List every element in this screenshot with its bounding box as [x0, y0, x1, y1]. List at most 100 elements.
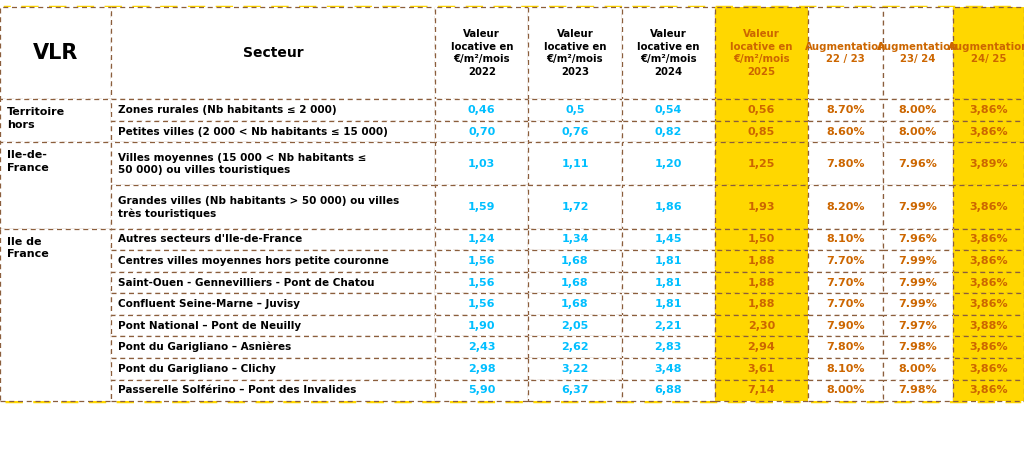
Bar [622, 143, 715, 185]
Text: 3,86%: 3,86% [970, 256, 1008, 266]
Bar [808, 358, 883, 380]
Text: 3,86%: 3,86% [970, 364, 1008, 374]
Bar [808, 272, 883, 293]
Text: Valeur
locative en
€/m²/mois
2022: Valeur locative en €/m²/mois 2022 [451, 29, 513, 77]
Bar [883, 185, 953, 229]
Text: 1,81: 1,81 [654, 277, 682, 287]
Text: 1,88: 1,88 [748, 277, 775, 287]
Bar [111, 315, 435, 336]
Bar [111, 293, 435, 315]
Bar [715, 250, 808, 272]
Bar [953, 7, 1024, 99]
Bar [953, 336, 1024, 358]
Bar [528, 272, 622, 293]
Text: Petites villes (2 000 < Nb habitants ≤ 15 000): Petites villes (2 000 < Nb habitants ≤ 1… [118, 127, 388, 137]
Text: 7.70%: 7.70% [826, 299, 864, 309]
Bar [715, 250, 808, 272]
Text: 2,30: 2,30 [748, 321, 775, 331]
Bar [111, 143, 435, 185]
Bar [528, 380, 622, 401]
Bar [808, 143, 883, 185]
Bar [715, 143, 808, 185]
Text: 0,70: 0,70 [468, 127, 496, 137]
Bar [435, 272, 528, 293]
Bar [0, 99, 111, 143]
Text: 1,50: 1,50 [748, 235, 775, 244]
Bar [622, 185, 715, 229]
Text: 2,21: 2,21 [654, 321, 682, 331]
Bar [808, 185, 883, 229]
Bar [435, 315, 528, 336]
Text: 1,59: 1,59 [468, 202, 496, 212]
Bar [883, 293, 953, 315]
Bar [883, 358, 953, 380]
Bar [435, 143, 528, 185]
Bar [111, 185, 435, 229]
Text: Ile de
France: Ile de France [7, 237, 49, 259]
Text: Pont du Garigliano – Clichy: Pont du Garigliano – Clichy [118, 364, 275, 374]
Text: Valeur
locative en
€/m²/mois
2023: Valeur locative en €/m²/mois 2023 [544, 29, 606, 77]
Bar [953, 358, 1024, 380]
Text: 1,86: 1,86 [654, 202, 682, 212]
Text: 1,90: 1,90 [468, 321, 496, 331]
Text: 7.97%: 7.97% [899, 321, 937, 331]
Bar [715, 7, 808, 99]
Text: 1,25: 1,25 [748, 159, 775, 169]
Text: 3,86%: 3,86% [970, 105, 1008, 115]
Bar [953, 272, 1024, 293]
Bar [111, 380, 435, 401]
Text: 7.70%: 7.70% [826, 256, 864, 266]
Text: 3,86%: 3,86% [970, 299, 1008, 309]
Text: 1,56: 1,56 [468, 299, 496, 309]
Text: 6,88: 6,88 [654, 385, 682, 396]
Bar [715, 380, 808, 401]
Text: 3,48: 3,48 [654, 364, 682, 374]
Text: 0,46: 0,46 [468, 105, 496, 115]
Bar [715, 358, 808, 380]
Bar [622, 380, 715, 401]
Bar [111, 380, 435, 401]
Bar [715, 185, 808, 229]
Bar [111, 336, 435, 358]
Bar [883, 229, 953, 250]
Bar [528, 293, 622, 315]
Text: 2,94: 2,94 [748, 342, 775, 352]
Text: Confluent Seine-Marne – Juvisy: Confluent Seine-Marne – Juvisy [118, 299, 300, 309]
Bar [953, 7, 1024, 99]
Bar [953, 293, 1024, 315]
Bar [435, 185, 528, 229]
Bar [715, 99, 808, 121]
Text: 8.20%: 8.20% [826, 202, 864, 212]
Text: 8.00%: 8.00% [899, 127, 937, 137]
Text: 2,83: 2,83 [654, 342, 682, 352]
Bar [622, 293, 715, 315]
Text: 8.00%: 8.00% [826, 385, 864, 396]
Bar [435, 293, 528, 315]
Bar [715, 272, 808, 293]
Bar [435, 99, 528, 121]
Bar [528, 336, 622, 358]
Text: 0,54: 0,54 [654, 105, 682, 115]
Text: 0,85: 0,85 [748, 127, 775, 137]
Bar [111, 315, 435, 336]
Bar [883, 358, 953, 380]
Bar [622, 293, 715, 315]
Bar [953, 315, 1024, 336]
Bar [953, 358, 1024, 380]
Bar [715, 229, 808, 250]
Text: Passerelle Solférino – Pont des Invalides: Passerelle Solférino – Pont des Invalide… [118, 385, 356, 396]
Text: 0,82: 0,82 [654, 127, 682, 137]
Bar [808, 358, 883, 380]
Bar [111, 293, 435, 315]
Bar [883, 121, 953, 143]
Text: 1,56: 1,56 [468, 277, 496, 287]
Bar [111, 250, 435, 272]
Text: 7.99%: 7.99% [899, 299, 937, 309]
Bar [808, 99, 883, 121]
Bar [528, 143, 622, 185]
Text: 1,68: 1,68 [561, 277, 589, 287]
Text: 3,88%: 3,88% [970, 321, 1008, 331]
Bar [883, 99, 953, 121]
Bar [0, 229, 111, 401]
Bar [883, 121, 953, 143]
